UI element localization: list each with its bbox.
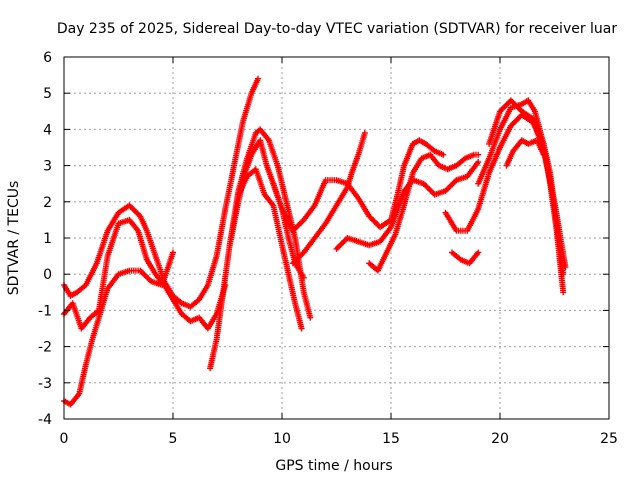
series-trace-10: [366, 151, 482, 274]
series-trace-14: [449, 249, 482, 267]
y-tick-label: -4: [38, 412, 52, 428]
axis-ticks: 0 5 10 15 20 25 -4 -3 -2 -1 0 1 2 3 4 5 6: [38, 50, 618, 447]
x-tick-label: 15: [382, 431, 400, 447]
y-tick-label: 3: [43, 159, 52, 175]
y-tick-label: -3: [38, 376, 52, 392]
y-tick-label: 5: [43, 86, 52, 102]
y-axis-label: SDTVAR / TECUs: [6, 181, 22, 296]
series-points: [289, 130, 368, 267]
y-tick-label: -1: [38, 303, 52, 319]
series-points: [235, 166, 305, 332]
x-tick-label: 10: [273, 431, 291, 447]
series-trace-5: [226, 126, 314, 321]
x-axis-label: GPS time / hours: [275, 458, 392, 474]
chart-title: Day 235 of 2025, Sidereal Day-to-day VTE…: [57, 21, 618, 37]
y-tick-label: 0: [43, 267, 52, 283]
series-points: [226, 126, 314, 321]
x-tick-label: 20: [491, 431, 509, 447]
x-tick-label: 5: [169, 431, 178, 447]
data-points: [61, 75, 569, 408]
series-points: [503, 137, 547, 169]
series-points: [270, 137, 447, 234]
y-tick-label: 2: [43, 195, 52, 211]
y-tick-label: -2: [38, 340, 52, 356]
series-trace-6: [235, 166, 305, 332]
series-points: [366, 151, 482, 274]
series-trace-7: [270, 137, 447, 234]
series-trace-8: [289, 130, 368, 267]
series-trace-15: [503, 137, 547, 169]
y-tick-label: 4: [43, 122, 52, 138]
x-tick-label: 25: [600, 431, 618, 447]
y-tick-label: 1: [43, 231, 52, 247]
y-tick-label: 6: [43, 50, 52, 66]
series-points: [449, 249, 482, 267]
x-tick-label: 0: [60, 431, 69, 447]
